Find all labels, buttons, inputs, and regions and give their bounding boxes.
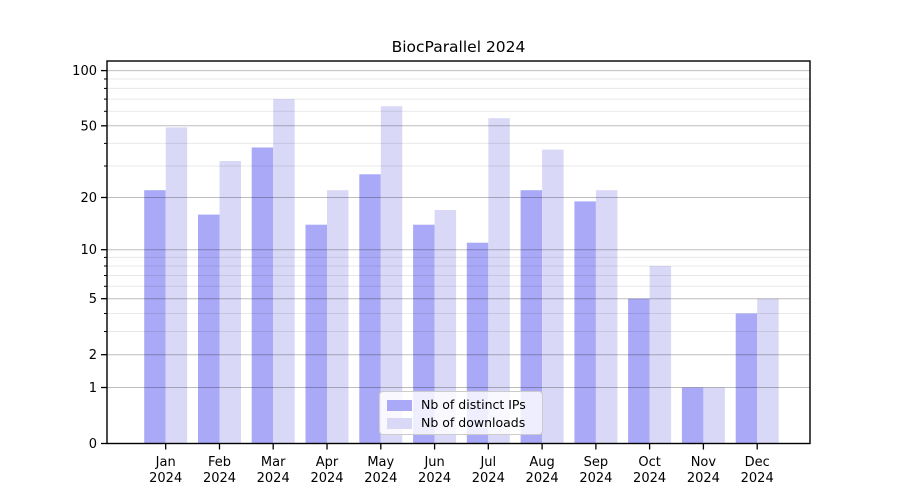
x-tick-label-month: Apr: [316, 455, 339, 470]
bar-downloads-apr: [327, 190, 349, 444]
x-tick-label-year: 2024: [418, 471, 451, 486]
bar-ips-jan: [144, 190, 166, 444]
x-tick-label-month: Feb: [208, 455, 231, 470]
bar-downloads-jan: [165, 127, 188, 444]
x-tick-label-year: 2024: [687, 471, 720, 486]
x-tick-label-month: Mar: [261, 455, 286, 470]
x-tick-label-month: May: [367, 455, 394, 470]
legend-swatch-ips: [387, 399, 412, 411]
x-tick-label-month: Jan: [155, 455, 176, 470]
legend-label-downloads: Nb of downloads: [421, 415, 526, 431]
bar-ips-apr: [305, 224, 327, 444]
axes-frame: [106, 60, 811, 445]
legend-item-downloads: Nb of downloads: [387, 414, 542, 432]
chart-title: BiocParallel 2024: [392, 38, 526, 56]
y-tick-label: 20: [80, 191, 97, 206]
x-tick-label-year: 2024: [203, 471, 236, 486]
bar-downloads-may: [380, 106, 403, 444]
x-tick-label-year: 2024: [579, 471, 612, 486]
x-tick-label-year: 2024: [526, 471, 559, 486]
legend-item-distinct-ips: Nb of distinct IPs: [387, 396, 542, 414]
bar-downloads-sep: [595, 190, 618, 444]
x-tick-label-year: 2024: [472, 471, 505, 486]
x-tick-label-year: 2024: [633, 471, 666, 486]
bar-downloads-aug: [542, 149, 564, 444]
x-tick-label-month: Dec: [745, 455, 770, 470]
bar-ips-mar: [251, 147, 274, 444]
bar-downloads-feb: [219, 161, 241, 444]
x-tick-label-year: 2024: [364, 471, 397, 486]
y-tick-label: 50: [80, 119, 97, 134]
bar-ips-dec: [735, 313, 758, 444]
y-tick-label: 1: [89, 381, 97, 396]
bar-downloads-jul: [488, 118, 510, 444]
y-tick-label: 10: [80, 243, 97, 258]
x-tick-label-month: Aug: [529, 455, 554, 470]
bar-downloads-dec: [757, 298, 779, 444]
bar-ips-feb: [198, 214, 220, 444]
x-tick-label-month: Oct: [638, 455, 660, 470]
x-tick-label-month: Sep: [584, 455, 609, 470]
bar-downloads-jun: [434, 210, 457, 444]
bar-ips-sep: [574, 201, 596, 444]
y-tick-label: 100: [72, 64, 97, 79]
x-tick-label-month: Jul: [479, 455, 496, 470]
x-tick-label-year: 2024: [149, 471, 182, 486]
y-tick-label: 5: [89, 292, 97, 307]
x-tick-label-year: 2024: [310, 471, 343, 486]
bar-ips-oct: [628, 298, 650, 444]
x-tick-label-year: 2024: [257, 471, 290, 486]
y-tick-label: 0: [89, 437, 97, 452]
y-tick-label: 2: [89, 348, 97, 363]
bar-ips-nov: [681, 387, 704, 444]
x-tick-label-year: 2024: [741, 471, 774, 486]
bar-ips-jun: [413, 224, 435, 444]
bar-downloads-mar: [273, 99, 295, 444]
legend-label-ips: Nb of distinct IPs: [421, 397, 526, 413]
x-tick-label-month: Nov: [691, 455, 717, 470]
legend: Nb of distinct IPs Nb of downloads: [379, 391, 543, 435]
bar-downloads-nov: [703, 387, 725, 444]
legend-swatch-downloads: [387, 417, 412, 429]
bar-ips-may: [359, 174, 381, 444]
bar-downloads-oct: [649, 266, 672, 444]
bar-ips-aug: [520, 190, 543, 444]
x-tick-label-month: Jun: [423, 455, 444, 470]
